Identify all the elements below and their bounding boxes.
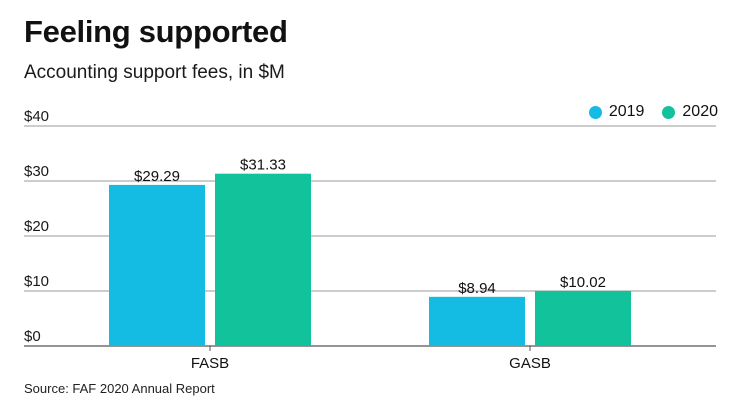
data-label: $10.02	[560, 274, 606, 291]
legend: 2019 2020	[588, 103, 718, 121]
y-tick-label: $20	[24, 218, 49, 235]
data-label: $31.33	[240, 157, 286, 174]
legend-swatch-2019	[588, 105, 602, 119]
data-label: $29.29	[134, 168, 180, 185]
legend-item-2019: 2019	[588, 103, 645, 121]
chart-title: Feeling supported	[24, 14, 288, 49]
y-tick-label: $10	[24, 273, 49, 290]
bar-fasb-2020	[215, 173, 311, 346]
source-note: Source: FAF 2020 Annual Report	[24, 381, 215, 396]
x-tick-label: FASB	[191, 355, 229, 372]
legend-swatch-2020	[662, 105, 676, 119]
data-label: $8.94	[458, 280, 496, 297]
legend-label-2020: 2020	[682, 103, 718, 120]
y-tick-label: $0	[24, 328, 41, 345]
y-tick-label: $30	[24, 163, 49, 180]
legend-item-2020: 2020	[662, 103, 718, 121]
legend-label-2019: 2019	[608, 103, 645, 120]
y-tick-label: $40	[24, 108, 49, 125]
bar-gasb-2019	[429, 296, 525, 346]
bar-fasb-2019	[109, 184, 205, 346]
bar-gasb-2020	[535, 290, 631, 346]
x-tick-label: GASB	[509, 355, 551, 372]
chart-subtitle: Accounting support fees, in $M	[24, 62, 285, 83]
